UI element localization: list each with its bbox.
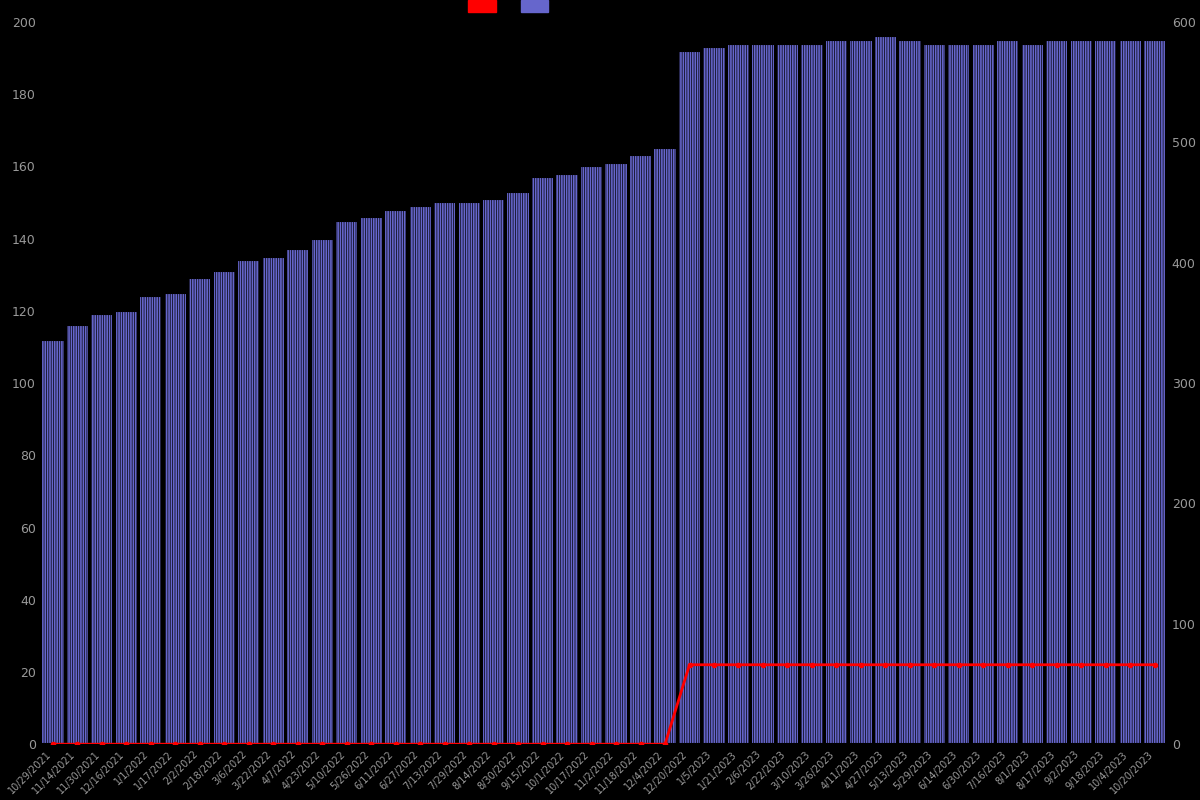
Bar — [947, 43, 971, 744]
Bar — [727, 43, 750, 744]
Bar — [800, 43, 823, 744]
Bar — [384, 210, 407, 744]
Bar — [850, 40, 872, 744]
Bar — [457, 202, 481, 744]
Bar — [605, 162, 628, 744]
Bar — [923, 43, 946, 744]
Bar — [972, 43, 995, 744]
Bar — [482, 199, 505, 744]
Bar — [874, 36, 898, 744]
Bar — [163, 293, 187, 744]
Bar — [580, 166, 604, 744]
Bar — [360, 217, 383, 744]
Bar — [678, 50, 701, 744]
Bar — [776, 43, 799, 744]
Bar — [506, 192, 529, 744]
Bar — [751, 43, 774, 744]
Bar — [262, 257, 284, 744]
Bar — [1045, 40, 1068, 744]
Bar — [286, 250, 310, 744]
Bar — [408, 206, 432, 744]
Bar — [1118, 40, 1142, 744]
Bar — [824, 40, 848, 744]
Bar — [653, 148, 677, 744]
Bar — [66, 326, 89, 744]
Bar — [1021, 43, 1044, 744]
Legend: , : , — [468, 0, 559, 14]
Bar — [139, 296, 162, 744]
Bar — [1144, 40, 1166, 744]
Bar — [212, 271, 236, 744]
Bar — [1069, 40, 1093, 744]
Bar — [335, 221, 359, 744]
Bar — [115, 311, 138, 744]
Bar — [433, 202, 456, 744]
Bar — [238, 260, 260, 744]
Bar — [530, 177, 554, 744]
Bar — [556, 174, 578, 744]
Bar — [90, 314, 114, 744]
Bar — [311, 238, 334, 744]
Bar — [996, 40, 1020, 744]
Bar — [629, 155, 652, 744]
Bar — [702, 47, 726, 744]
Bar — [188, 278, 211, 744]
Bar — [899, 40, 922, 744]
Bar — [41, 340, 65, 744]
Bar — [1094, 40, 1117, 744]
